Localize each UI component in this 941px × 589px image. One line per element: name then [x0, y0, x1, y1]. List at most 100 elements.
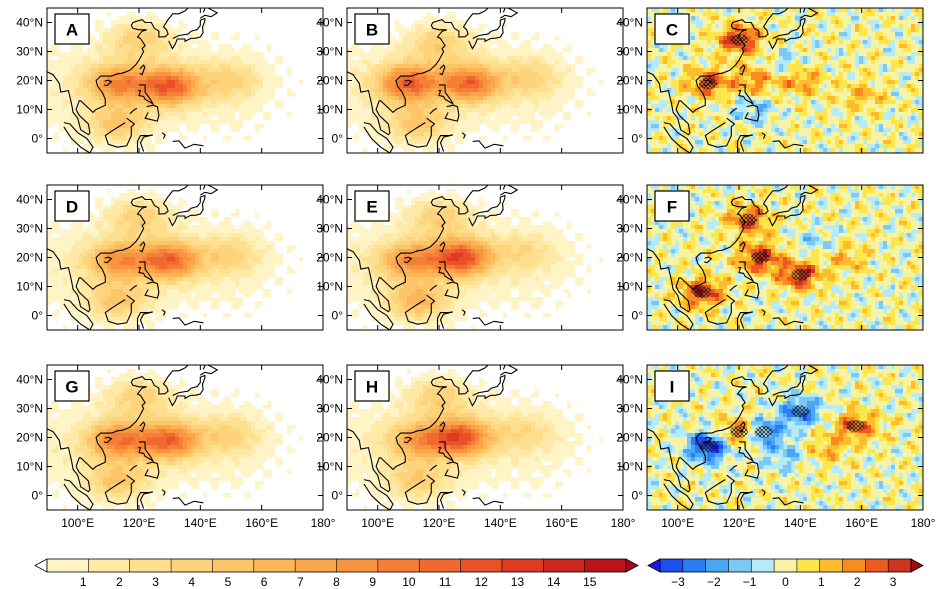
- map-panel-a: 40°N 30°N 20°N 10°N 0° A: [16, 7, 324, 154]
- island-coastline: [461, 132, 466, 139]
- panel-label-box: [54, 370, 90, 402]
- colorbar-tick-label: 11: [439, 575, 452, 589]
- island-coastline: [138, 84, 155, 106]
- y-tick-label: 20°N: [16, 74, 43, 88]
- y-tick-label: 10°N: [616, 280, 643, 294]
- colorbar-segment: [295, 559, 337, 572]
- significance-hatch: [846, 419, 865, 432]
- y-tick-label: 20°N: [316, 251, 343, 265]
- colorbar-tick-label: 3: [152, 575, 159, 589]
- colorbar-segment: [171, 559, 213, 572]
- island-coastline: [500, 8, 519, 19]
- map-panel-h: 40°N 30°N 20°N 10°N 0° 100°E 120°E 140°E 160°E 18…: [316, 364, 636, 530]
- colorbar-segment: [377, 559, 420, 572]
- y-tick-label: 10°N: [316, 280, 343, 294]
- colorbar-segment: [419, 559, 461, 572]
- colorbar-segment: [212, 559, 255, 572]
- island-coastline: [168, 194, 206, 227]
- island-coastline: [736, 311, 753, 330]
- island-coastline: [736, 134, 753, 153]
- island-coastline: [129, 464, 138, 472]
- colorbar-tick-label: 10: [402, 575, 416, 589]
- island-coastline: [138, 441, 155, 463]
- x-tick-label: 160°E: [245, 516, 278, 530]
- panel-label-box: [54, 13, 90, 45]
- island-coastline: [472, 140, 504, 149]
- island-coastline: [738, 441, 755, 463]
- island-coastline: [500, 365, 519, 376]
- island-coastline: [744, 461, 760, 479]
- significance-hatch: [754, 425, 773, 438]
- island-coastline: [663, 479, 694, 510]
- y-tick-label: 30°N: [316, 402, 343, 416]
- significance-hatch: [791, 268, 810, 281]
- colorbar-segment: [660, 559, 684, 572]
- coastline: [647, 185, 789, 313]
- island-coastline: [472, 317, 504, 326]
- coastline: [347, 8, 489, 136]
- y-tick-label: 0°: [632, 309, 644, 323]
- y-tick-label: 20°N: [616, 251, 643, 265]
- panel-label: G: [65, 378, 78, 397]
- island-coastline: [403, 256, 413, 264]
- y-tick-label: 20°N: [16, 251, 43, 265]
- panel-label: C: [666, 21, 678, 40]
- panel-label-box: [654, 13, 690, 45]
- colorbar-tick-label: −2: [707, 575, 721, 589]
- island-coastline: [739, 64, 746, 76]
- island-coastline: [104, 117, 136, 148]
- island-coastline: [739, 241, 746, 253]
- island-coastline: [768, 17, 806, 50]
- island-coastline: [363, 299, 394, 330]
- y-tick-label: 30°N: [16, 222, 43, 236]
- island-coastline: [704, 474, 736, 505]
- island-coastline: [129, 107, 138, 115]
- island-coastline: [772, 317, 804, 326]
- island-coastline: [144, 461, 160, 479]
- island-coastline: [136, 134, 153, 153]
- y-tick-label: 40°N: [316, 373, 343, 387]
- colorbar-segment: [543, 559, 585, 572]
- y-tick-label: 20°N: [316, 74, 343, 88]
- island-coastline: [703, 79, 713, 87]
- x-tick-label: 140°E: [184, 516, 217, 530]
- y-tick-label: 10°N: [616, 103, 643, 117]
- island-coastline: [172, 140, 204, 149]
- y-tick-label: 30°N: [316, 45, 343, 59]
- island-coastline: [738, 84, 755, 106]
- island-coastline: [129, 284, 138, 292]
- colorbar-tick-label: −1: [743, 575, 757, 589]
- significance-hatch: [791, 405, 810, 418]
- colorbar-segment: [865, 559, 889, 572]
- island-coastline: [729, 107, 738, 115]
- colorbar-segment: [774, 559, 798, 572]
- y-tick-label: 10°N: [16, 280, 43, 294]
- significance-hatch: [751, 251, 770, 264]
- island-coastline: [439, 421, 446, 433]
- island-coastline: [138, 261, 155, 283]
- y-tick-label: 20°N: [616, 74, 643, 88]
- island-coastline: [761, 309, 766, 316]
- y-tick-label: 40°N: [616, 16, 643, 30]
- colorbar-segment: [705, 559, 729, 572]
- island-coastline: [103, 79, 113, 87]
- coastline: [647, 8, 789, 136]
- colorbar-tick-label: 0: [782, 575, 789, 589]
- panel-label: E: [366, 198, 377, 217]
- island-coastline: [738, 261, 755, 283]
- y-tick-label: 10°N: [316, 460, 343, 474]
- island-coastline: [439, 64, 446, 76]
- panel-label: I: [670, 378, 675, 397]
- island-coastline: [438, 261, 455, 283]
- x-tick-label: 100°E: [661, 516, 694, 530]
- island-coastline: [429, 284, 438, 292]
- y-tick-label: 20°N: [616, 431, 643, 445]
- colorbar-segment: [751, 559, 775, 572]
- island-coastline: [739, 421, 746, 433]
- colorbar-tick-label: 15: [583, 575, 597, 589]
- island-coastline: [63, 122, 94, 153]
- island-coastline: [704, 117, 736, 148]
- colorbar-tick-label: 3: [890, 575, 897, 589]
- colorbar-tick-label: 6: [261, 575, 268, 589]
- colorbar-segment: [842, 559, 866, 572]
